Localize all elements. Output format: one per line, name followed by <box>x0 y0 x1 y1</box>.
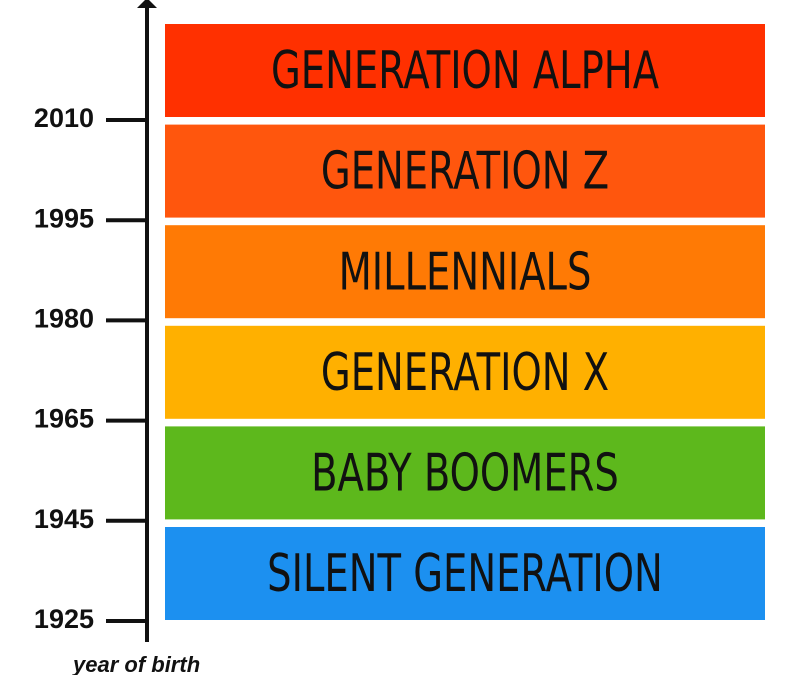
band-label-group: BABY BOOMERS <box>311 443 619 503</box>
band-label-group: GENERATION Z <box>321 141 609 201</box>
band-label-group: GENERATION X <box>321 342 609 402</box>
year-label: 2010 <box>34 103 94 133</box>
year-label: 1945 <box>34 504 94 534</box>
band-label: GENERATION Z <box>321 141 609 201</box>
band-label: BABY BOOMERS <box>311 443 619 503</box>
axis-title: year of birth <box>72 652 200 675</box>
year-label: 1925 <box>34 604 94 634</box>
year-label: 1995 <box>34 203 94 233</box>
generation-band <box>165 426 765 520</box>
band-label-group: MILLENNIALS <box>339 242 592 302</box>
axis-arrow <box>137 0 157 8</box>
band-label-group: SILENT GENERATION <box>267 543 663 603</box>
generation-band <box>165 124 765 218</box>
band-label-group: GENERATION ALPHA <box>271 40 659 100</box>
generation-band <box>165 24 765 117</box>
band-label: SILENT GENERATION <box>267 543 663 603</box>
generation-band <box>165 527 765 620</box>
generation-band <box>165 225 765 319</box>
generation-band <box>165 325 765 419</box>
year-label: 1980 <box>34 304 94 334</box>
band-label: GENERATION ALPHA <box>271 40 659 100</box>
band-label: GENERATION X <box>321 342 609 402</box>
band-label: MILLENNIALS <box>339 242 592 302</box>
year-label: 1965 <box>34 404 94 434</box>
